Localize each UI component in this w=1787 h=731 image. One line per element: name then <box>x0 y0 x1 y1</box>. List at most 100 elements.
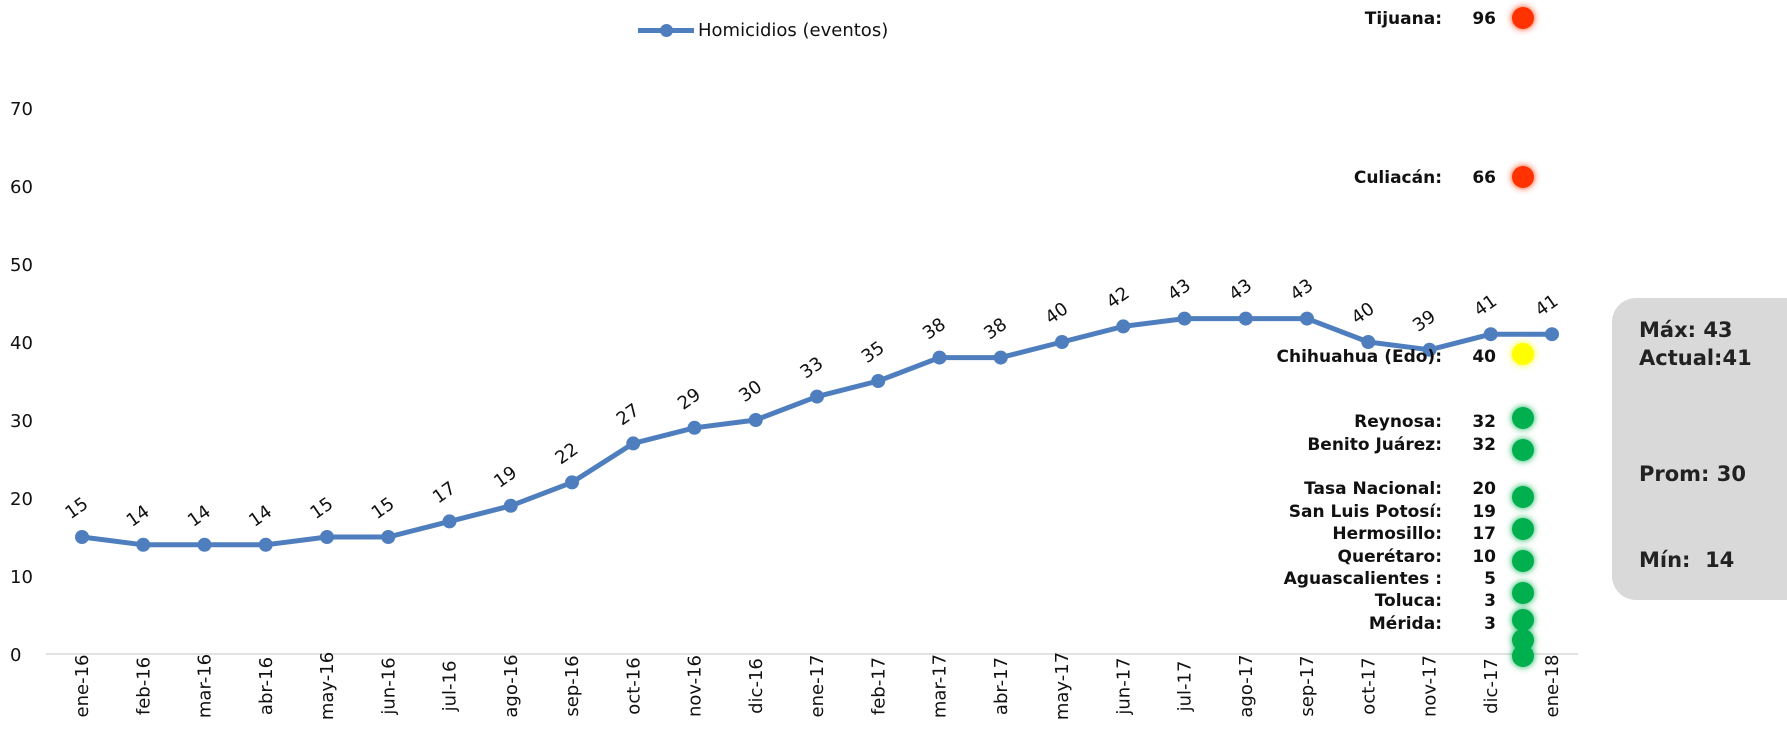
data-point <box>687 420 702 435</box>
data-label: 17 <box>429 478 460 508</box>
data-label: 35 <box>858 337 889 367</box>
data-label: 38 <box>919 314 950 344</box>
y-tick-label: 60 <box>10 177 33 198</box>
y-tick-label: 10 <box>10 567 33 588</box>
x-tick-label: mar-17 <box>930 654 951 718</box>
x-tick-label: jun-16 <box>378 657 399 715</box>
x-tick-label: dic-17 <box>1481 658 1502 714</box>
x-tick-label: oct-16 <box>623 657 644 714</box>
x-tick-label: jul-17 <box>1175 661 1196 713</box>
data-label: 43 <box>1225 275 1256 305</box>
data-label: 15 <box>61 493 92 523</box>
data-point <box>932 350 947 365</box>
data-point <box>320 530 334 544</box>
x-tick-label: may-16 <box>317 652 338 720</box>
data-point <box>1055 335 1069 349</box>
y-tick-label: 40 <box>10 333 33 354</box>
comparison-value: 10 <box>1472 547 1496 567</box>
comparison-value: 40 <box>1472 347 1496 367</box>
data-label: 43 <box>1164 275 1195 305</box>
x-tick-label: sep-17 <box>1297 655 1318 716</box>
data-point <box>1483 327 1498 342</box>
comparison-city-label: Mérida: <box>1369 614 1442 634</box>
x-tick-label: mar-16 <box>195 654 216 718</box>
data-point <box>748 413 763 427</box>
comparison-value: 5 <box>1484 569 1496 589</box>
status-dot <box>1512 486 1534 508</box>
status-dot <box>1512 550 1534 572</box>
data-label: 39 <box>1409 306 1440 336</box>
comparison-city-label: Benito Juárez: <box>1307 435 1442 455</box>
data-point <box>197 537 212 552</box>
data-point <box>442 514 457 529</box>
comparison-city-label: Culiacán: <box>1354 168 1442 188</box>
y-tick-label: 0 <box>10 645 21 666</box>
data-label: 19 <box>490 462 521 492</box>
data-label: 29 <box>674 384 705 414</box>
comparison-city-label: Aguascalientes : <box>1284 569 1442 589</box>
data-point <box>993 350 1008 365</box>
x-tick-label: may-17 <box>1052 652 1073 720</box>
data-label: 14 <box>245 501 276 531</box>
comparison-value: 3 <box>1484 614 1496 634</box>
data-label: 14 <box>184 501 215 531</box>
x-tick-label: ene-16 <box>72 655 93 718</box>
x-tick-label: sep-16 <box>562 655 583 716</box>
x-tick-label: ene-17 <box>807 655 828 718</box>
data-point <box>1116 319 1131 334</box>
data-point <box>1361 335 1376 349</box>
data-point <box>381 530 396 544</box>
data-label: 43 <box>1286 275 1317 305</box>
data-point <box>1422 342 1437 357</box>
status-dot <box>1512 609 1534 631</box>
data-point <box>1545 327 1559 342</box>
data-label: 38 <box>980 314 1011 344</box>
data-label: 15 <box>306 493 337 523</box>
max-label: Máx: 43 <box>1639 318 1733 342</box>
data-label: 22 <box>551 439 582 469</box>
data-point <box>626 436 641 451</box>
status-dot <box>1512 407 1534 429</box>
data-point <box>258 537 273 552</box>
data-label: 42 <box>1103 283 1134 313</box>
x-tick-label: jun-17 <box>1113 657 1134 715</box>
current-label: Actual:41 <box>1639 346 1752 370</box>
y-tick-label: 20 <box>10 489 33 510</box>
data-point <box>810 389 824 404</box>
comparison-value: 3 <box>1484 591 1496 611</box>
legend-label: Homicidios (eventos) <box>698 19 889 41</box>
comparison-value: 17 <box>1472 524 1496 544</box>
comparison-city-label: Reynosa: <box>1354 412 1442 432</box>
data-point <box>1300 311 1314 326</box>
summary-panel: Máx: 43 Actual:41 Prom: 30 Mín: 14 <box>1612 298 1787 600</box>
x-tick-label: ago-16 <box>501 654 522 717</box>
y-tick-label: 30 <box>10 411 33 432</box>
status-dot <box>1512 439 1534 461</box>
comparison-value: 19 <box>1472 502 1496 522</box>
y-tick-label: 50 <box>10 255 33 276</box>
data-point <box>1238 311 1253 326</box>
comparison-value: 20 <box>1472 479 1496 499</box>
data-point <box>871 374 886 388</box>
x-tick-label: feb-17 <box>868 657 889 715</box>
status-dot <box>1512 343 1534 365</box>
x-tick-label: oct-17 <box>1358 657 1379 714</box>
status-dot <box>1512 582 1534 604</box>
comparison-value: 96 <box>1472 9 1496 29</box>
data-point <box>1177 311 1192 326</box>
comparison-city-label: Querétaro: <box>1338 547 1442 567</box>
data-label: 40 <box>1041 298 1072 328</box>
average-label: Prom: 30 <box>1639 462 1746 486</box>
x-tick-label: feb-16 <box>133 657 154 715</box>
comparison-city-label: Hermosillo: <box>1332 524 1442 544</box>
data-label: 30 <box>735 376 766 406</box>
data-label: 27 <box>613 400 644 430</box>
status-dot <box>1512 645 1534 667</box>
data-point <box>136 537 151 552</box>
x-tick-label: ago-17 <box>1236 654 1257 717</box>
data-label: 14 <box>123 501 154 531</box>
data-point <box>565 475 579 490</box>
data-label: 15 <box>368 493 399 523</box>
comparison-value: 32 <box>1472 412 1496 432</box>
